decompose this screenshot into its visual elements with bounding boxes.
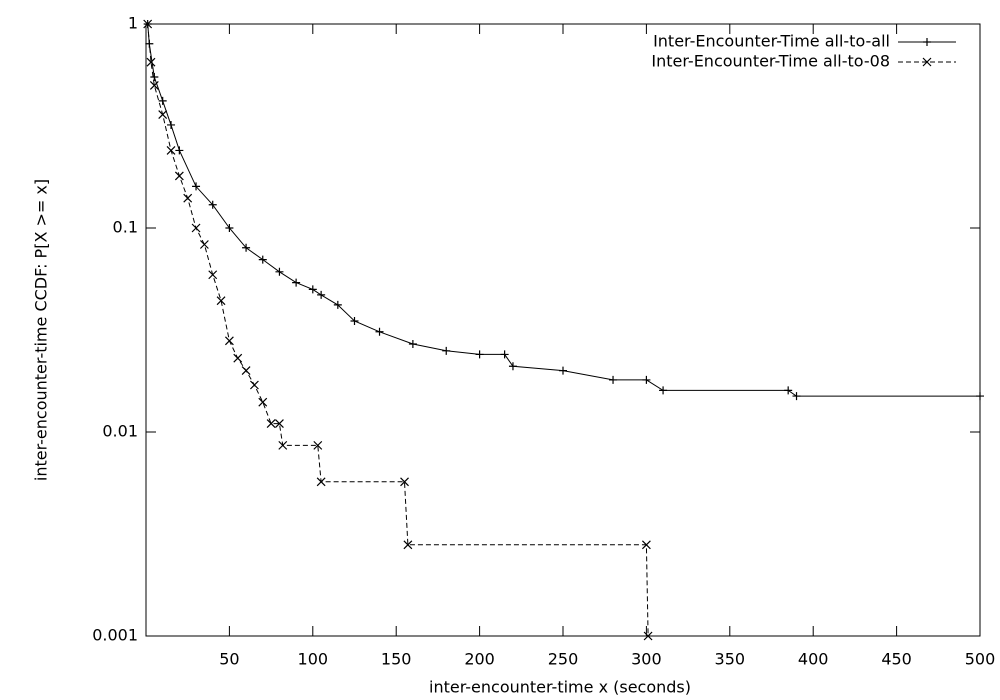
data-point	[784, 386, 793, 395]
data-point	[199, 240, 209, 249]
y-tick-label: 0.1	[113, 218, 138, 237]
y-tick-label: 0.001	[92, 626, 138, 645]
x-tick-label: 50	[219, 650, 239, 669]
data-point	[192, 182, 201, 191]
data-point	[216, 296, 226, 306]
legend-label: Inter-Encounter-Time all-to-08	[651, 52, 890, 71]
data-point	[146, 57, 156, 67]
data-point	[403, 540, 413, 550]
data-point	[249, 380, 259, 390]
data-point	[208, 270, 218, 280]
data-point	[400, 477, 409, 487]
series-line	[147, 23, 980, 397]
data-point	[643, 631, 653, 641]
data-point	[149, 80, 159, 90]
data-point	[266, 419, 276, 428]
data-point	[225, 224, 234, 232]
data-point	[508, 362, 517, 371]
x-tick-label: 500	[965, 650, 996, 669]
x-tick-label: 300	[631, 650, 662, 669]
x-tick-label: 100	[298, 650, 329, 669]
y-axis-label: inter-encounter-time CCDF: P[X >= x]	[32, 179, 51, 481]
y-tick-label: 1	[128, 14, 138, 33]
data-point	[275, 419, 284, 428]
data-point	[609, 375, 618, 384]
plot-frame	[145, 23, 981, 637]
data-point	[559, 366, 567, 375]
data-point	[350, 317, 359, 326]
data-point	[475, 350, 484, 359]
legend-label: Inter-Encounter-Time all-to-all	[653, 32, 890, 51]
data-point	[275, 267, 284, 276]
data-point	[224, 336, 234, 346]
data-point	[375, 327, 384, 336]
data-point	[167, 120, 176, 129]
data-point	[442, 346, 451, 355]
data-point	[792, 392, 801, 401]
data-point	[174, 171, 184, 181]
data-point	[150, 72, 159, 81]
data-point	[158, 110, 168, 119]
y-tick-label: 0.01	[102, 422, 138, 441]
x-tick-label: 400	[798, 650, 829, 669]
x-tick-label: 250	[548, 650, 579, 669]
x-tick-label: 200	[464, 650, 495, 669]
data-point	[976, 392, 984, 401]
x-tick-label: 450	[881, 650, 912, 669]
data-point	[183, 193, 193, 203]
data-point	[659, 386, 668, 395]
data-point	[292, 278, 301, 287]
data-point	[175, 146, 184, 155]
series-line	[147, 23, 649, 637]
data-point	[191, 223, 201, 233]
data-point	[641, 540, 651, 550]
x-tick-label: 350	[715, 650, 746, 669]
data-point	[316, 477, 326, 487]
data-point	[333, 300, 342, 309]
data-point	[233, 353, 243, 363]
data-point	[500, 350, 509, 359]
data-point	[642, 375, 651, 384]
data-point	[408, 340, 417, 349]
data-point	[258, 397, 268, 407]
data-point	[308, 285, 317, 294]
data-point	[313, 440, 323, 450]
data-point	[208, 200, 217, 209]
data-point	[258, 255, 267, 264]
data-point	[241, 366, 251, 376]
data-point	[278, 440, 288, 450]
data-point	[158, 96, 167, 105]
legend-marker	[923, 38, 931, 46]
data-point	[143, 19, 153, 29]
legend-marker	[922, 57, 932, 67]
data-point	[317, 290, 326, 299]
data-point	[242, 243, 251, 252]
x-tick-label: 150	[381, 650, 412, 669]
data-point	[166, 146, 176, 155]
x-axis-label: inter-encounter-time x (seconds)	[429, 678, 691, 697]
